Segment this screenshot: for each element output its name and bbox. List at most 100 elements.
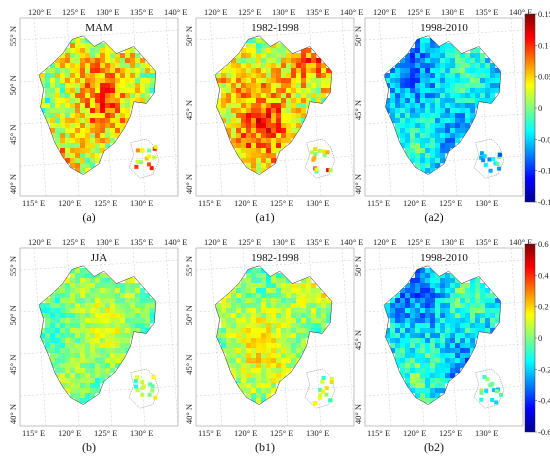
trend-field	[385, 268, 501, 404]
top-lon-tick: 130° E	[96, 7, 119, 17]
lat-tick: 55° N	[8, 256, 18, 276]
top-lon-tick: 135° E	[306, 7, 329, 17]
bottom-lon-tick: 125° E	[270, 198, 293, 208]
bottom-lon-tick: 120° E	[234, 428, 257, 438]
panel-label: (a1)	[255, 210, 274, 224]
meridian-line	[341, 247, 355, 427]
colorbar-tick: 0.4	[538, 270, 549, 280]
trend-field	[216, 268, 332, 404]
bottom-lon-tick: 130° E	[130, 198, 153, 208]
region-outline	[214, 265, 333, 405]
bottom-lon-tick: 120° E	[234, 198, 257, 208]
colorbar-tick: -0.2	[538, 364, 550, 374]
bottom-lon-tick: 120° E	[58, 198, 81, 208]
panel-label: (a)	[82, 210, 95, 224]
lat-tick: 45° N	[8, 125, 18, 145]
top-lon-tick: 125° E	[238, 7, 261, 17]
colorbar-gradient	[524, 243, 536, 433]
colorbar-tick: 0.1	[538, 40, 549, 50]
top-lon-tick: 130° E	[441, 237, 464, 247]
panel-label: (b2)	[424, 440, 444, 454]
colorbar-tick: 0.05	[538, 72, 550, 82]
region-outline	[214, 35, 333, 175]
inset-region	[473, 368, 505, 409]
lat-tick: 50° N	[353, 256, 363, 276]
bottom-lon-tick: 115° E	[198, 198, 221, 208]
inset-region	[304, 368, 336, 409]
panel-title: 1982-1998	[251, 252, 299, 264]
colorbar-2: 0.6 0.4 0.2 0 -0.2 -0.4 -0.6	[524, 239, 550, 437]
top-lon-tick: 140° E	[509, 237, 532, 247]
colorbar-tick: -0.6	[538, 427, 550, 437]
map-panel-3: 1998-2010 120° E 125° E 130° E 135° E 140° E 1…	[353, 7, 532, 224]
bottom-lon-tick: 115° E	[367, 428, 390, 438]
bottom-lon-tick: 125° E	[439, 198, 462, 208]
inset-region	[304, 138, 336, 179]
trend-field	[40, 268, 156, 404]
top-lon-tick: 120° E	[204, 7, 227, 17]
lat-tick: 45° N	[184, 355, 194, 375]
meridian-line	[209, 247, 223, 427]
lat-tick: 50° N	[8, 305, 18, 325]
region-outline	[383, 265, 502, 405]
bottom-lon-tick: 130° E	[306, 198, 329, 208]
map-panel-2: 1982-1998 120° E 125° E 130° E 135° E 140° E 1…	[184, 7, 363, 224]
meridian-line	[165, 17, 179, 197]
map-panel-4: JJA 120° E 125° E 130° E 135° E 140° E 115° E 1…	[8, 237, 187, 454]
top-lon-tick: 125° E	[407, 237, 430, 247]
panel-title: JJA	[91, 252, 108, 264]
meridian-line	[378, 17, 392, 197]
bottom-lon-tick: 115° E	[367, 198, 390, 208]
meridian-line	[341, 17, 355, 197]
map-panel-1: MAM 120° E 125° E 130° E 135° E 140° E 115° E 1…	[8, 7, 187, 224]
bottom-lon-tick: 130° E	[130, 428, 153, 438]
panel-title: 1982-1998	[251, 22, 299, 34]
trend-field	[385, 38, 501, 174]
meridian-line	[33, 17, 47, 197]
lat-tick: 50° N	[184, 305, 194, 325]
top-lon-tick: 140° E	[340, 237, 363, 247]
lat-tick: 40° N	[353, 404, 363, 424]
trend-field	[216, 38, 332, 174]
top-lon-tick: 120° E	[204, 237, 227, 247]
meridian-line	[510, 247, 524, 427]
lat-tick: 55° N	[8, 26, 18, 46]
colorbar-gradient	[524, 13, 536, 203]
top-lon-tick: 120° E	[373, 237, 396, 247]
lat-tick: 45° N	[184, 100, 194, 120]
lat-tick: 55° N	[184, 256, 194, 276]
lat-tick: 40° N	[184, 404, 194, 424]
colorbar-1: 0.15 0.1 0.05 0 -0.05 -0.1 -0.15	[524, 9, 550, 207]
colorbar-tick: -0.1	[538, 166, 550, 176]
colorbar-tick: 0	[538, 333, 542, 343]
bottom-lon-tick: 115° E	[198, 428, 221, 438]
lat-tick: 40° N	[8, 174, 18, 194]
bottom-lon-tick: 130° E	[475, 428, 498, 438]
colorbar-tick: -0.4	[538, 396, 550, 406]
colorbar-tick: -0.05	[538, 134, 550, 144]
panel-label: (b1)	[255, 440, 275, 454]
trend-field	[40, 38, 156, 174]
bottom-lon-tick: 125° E	[439, 428, 462, 438]
lat-tick: 45° N	[353, 330, 363, 350]
top-lon-tick: 120° E	[28, 237, 51, 247]
bottom-lon-tick: 120° E	[403, 428, 426, 438]
region-outline	[38, 35, 157, 175]
lat-tick: 40° N	[8, 404, 18, 424]
meridian-line	[33, 247, 47, 427]
lat-tick: 50° N	[353, 26, 363, 46]
inset-region	[473, 138, 505, 179]
lat-tick: 40° N	[184, 174, 194, 194]
top-lon-tick: 125° E	[238, 237, 261, 247]
top-lon-tick: 125° E	[62, 237, 85, 247]
lat-tick: 50° N	[184, 26, 194, 46]
panel-label: (a2)	[424, 210, 443, 224]
top-lon-tick: 140° E	[340, 7, 363, 17]
top-lon-tick: 125° E	[407, 7, 430, 17]
lat-tick: 45° N	[353, 100, 363, 120]
panel-title: 1998-2010	[420, 22, 468, 34]
bottom-lon-tick: 125° E	[270, 428, 293, 438]
panel-title: 1998-2010	[420, 252, 468, 264]
meridian-line	[510, 17, 524, 197]
